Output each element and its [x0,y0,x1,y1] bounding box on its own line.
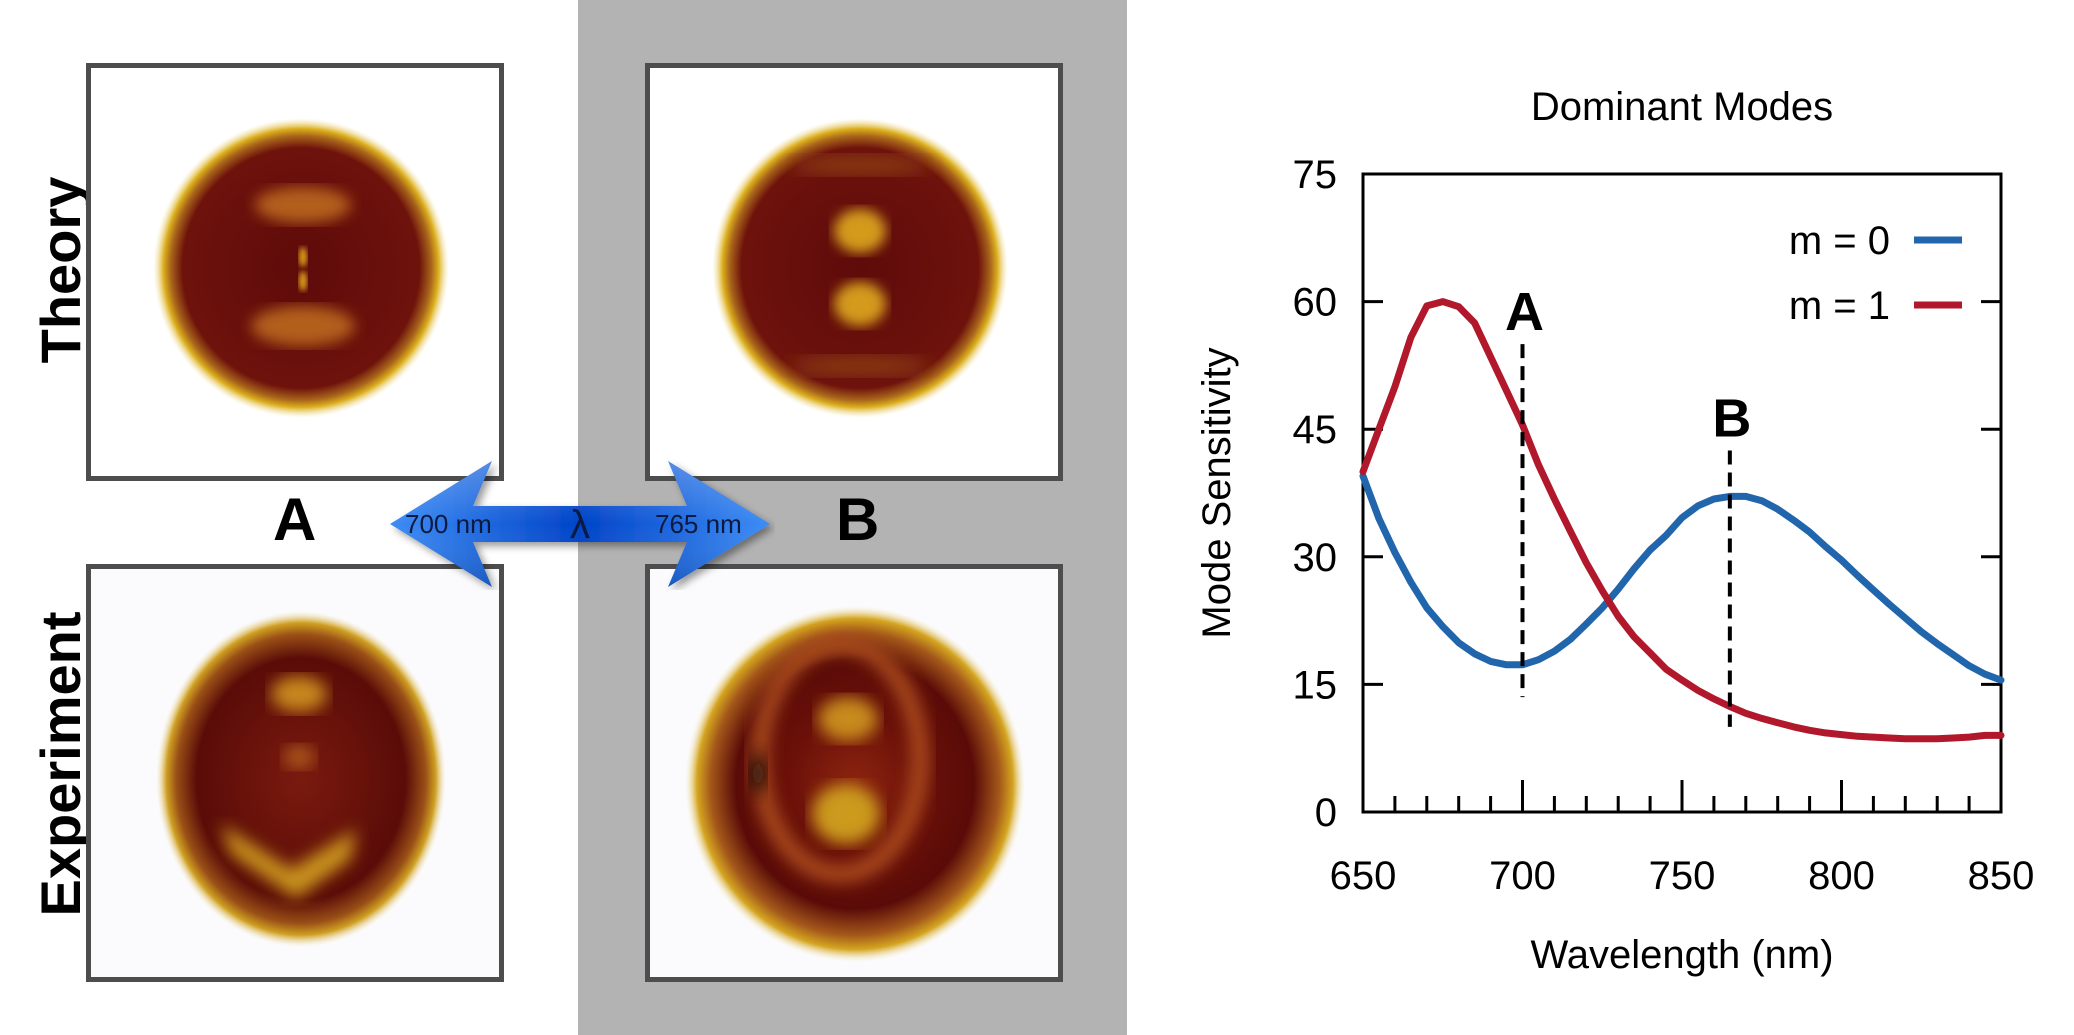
wavelength-double-arrow: 700 nm λ 765 nm [390,461,770,587]
arrow-label-765nm: 765 nm [655,509,742,539]
panel-experiment-a [86,564,504,982]
theory-b-field-map [712,118,1008,418]
y-axis-label: Mode Sensitivity [1195,347,1239,638]
row-label-theory: Theory [29,176,92,364]
plot-frame [1361,172,2003,814]
annotation-label-a: A [1505,282,1544,342]
y-tick-label: 30 [1293,536,1338,580]
row-label-experiment: Experiment [29,611,92,917]
panel-experiment-b [645,564,1063,982]
panel-theory-b [645,63,1063,481]
lambda-symbol: λ [570,503,590,547]
y-tick-label: 0 [1315,791,1337,835]
annotation-label-b: B [1712,388,1751,448]
series-line-m1 [1359,298,2005,743]
legend-label: m = 0 [1789,219,1890,263]
x-tick-label: 750 [1649,854,1716,898]
column-label-a: A [273,486,317,553]
panel-theory-a [86,63,504,481]
arrow-label-700nm: 700 nm [405,509,492,539]
y-tick-label: 45 [1293,408,1338,452]
x-tick-label: 850 [1968,854,2035,898]
legend-label: m = 1 [1789,284,1890,328]
chart-title: Dominant Modes [1531,85,1833,129]
y-tick-label: 15 [1293,663,1338,707]
x-axis-label: Wavelength (nm) [1530,933,1833,977]
x-tick-label: 700 [1489,854,1556,898]
x-tick-label: 800 [1808,854,1875,898]
dominant-modes-chart: Dominant Modes Mode Sensitivity Waveleng… [1195,85,2035,977]
y-tick-label: 75 [1293,153,1338,197]
experiment-a-field-map [156,611,446,947]
theory-a-field-map [153,118,449,418]
experiment-b-field-map [685,606,1025,962]
x-tick-label: 650 [1330,854,1397,898]
y-tick-label: 60 [1293,281,1338,325]
series-line-m0 [1359,472,2005,684]
column-label-b: B [836,486,880,553]
